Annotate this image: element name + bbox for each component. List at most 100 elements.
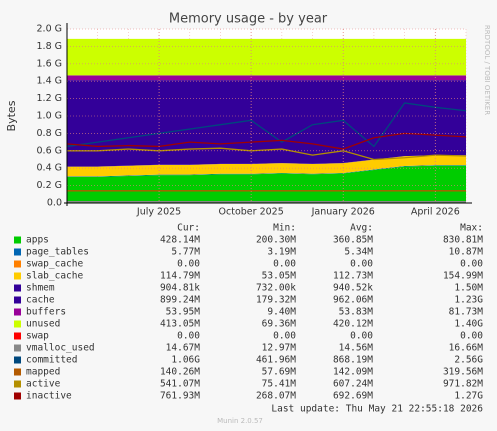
x-tick-label: January 2026 xyxy=(311,207,375,218)
y-tick-label: 0.4 G xyxy=(37,163,63,174)
legend-stat: 413.05M xyxy=(160,319,200,330)
legend-stat: 319.56M xyxy=(443,367,483,378)
legend-name: slab_cache xyxy=(26,271,83,282)
legend-name: page_tables xyxy=(26,247,89,258)
legend-swatch xyxy=(14,248,21,256)
legend-stat: 81.73M xyxy=(449,307,484,318)
legend-name: vmalloc_used xyxy=(26,343,95,354)
x-tick-label: April 2026 xyxy=(411,207,460,218)
x-tick-label: October 2025 xyxy=(219,207,284,218)
series-line xyxy=(67,147,467,161)
last-update: Last update: Thu May 21 22:55:18 2026 xyxy=(271,404,483,415)
footer: Munin 2.0.57 xyxy=(217,417,263,425)
legend-stat: 57.69M xyxy=(262,367,297,378)
legend-header: Avg: xyxy=(350,223,373,234)
legend-stat: 1.50M xyxy=(454,283,483,294)
legend-name: swap xyxy=(26,331,49,342)
legend-stat: 899.24M xyxy=(160,295,200,306)
legend-stat: 5.77M xyxy=(171,247,200,258)
legend-swatch xyxy=(14,284,21,292)
y-tick-label: 1.2 G xyxy=(37,93,63,104)
legend-stat: 53.95M xyxy=(166,307,201,318)
legend-swatch xyxy=(14,260,21,268)
legend-stat: 0.00 xyxy=(350,331,373,342)
legend-stat: 14.67M xyxy=(166,343,201,354)
legend-stat: 1.06G xyxy=(171,355,200,366)
legend-stat: 0.00 xyxy=(350,259,373,270)
legend-stat: 761.93M xyxy=(160,391,200,402)
legend-stat: 1.40G xyxy=(454,319,483,330)
legend-swatch xyxy=(14,332,21,340)
legend-stat: 140.26M xyxy=(160,367,200,378)
legend-swatch xyxy=(14,272,21,280)
legend-stat: 3.19M xyxy=(267,247,296,258)
legend-stat: 9.40M xyxy=(267,307,296,318)
legend-name: unused xyxy=(26,319,60,330)
legend-stat: 461.96M xyxy=(256,355,296,366)
stacked-area xyxy=(67,38,466,76)
legend-stat: 360.85M xyxy=(333,235,373,246)
legend-stat: 0.00 xyxy=(273,259,296,270)
legend-stat: 541.07M xyxy=(160,379,200,390)
legend-stat: 420.12M xyxy=(333,319,373,330)
y-axis-label: Bytes xyxy=(5,100,18,131)
legend-stat: 962.06M xyxy=(333,295,373,306)
chart-title: Memory usage - by year xyxy=(169,12,328,27)
legend-stat: 10.87M xyxy=(449,247,484,258)
x-tick-label: July 2025 xyxy=(136,207,181,218)
legend-stat: 16.66M xyxy=(449,343,484,354)
legend-header: Cur: xyxy=(177,223,200,234)
legend-header: Max: xyxy=(460,223,483,234)
legend-stat: 53.83M xyxy=(339,307,374,318)
legend-name: apps xyxy=(26,235,49,246)
legend-swatch xyxy=(14,296,21,304)
legend-swatch xyxy=(14,344,21,352)
y-tick-label: 0.8 G xyxy=(37,128,63,139)
legend-swatch xyxy=(14,320,21,328)
legend-stat: 868.19M xyxy=(333,355,373,366)
legend-header: Min: xyxy=(273,223,296,234)
watermark: RRDTOOL / TOBI OETIKER xyxy=(483,25,491,115)
stacked-area xyxy=(67,155,466,177)
legend-stat: 830.81M xyxy=(443,235,483,246)
legend-stat: 940.52k xyxy=(333,283,373,294)
stacked-area xyxy=(67,75,466,81)
legend-swatch xyxy=(14,308,21,316)
legend-stat: 904.81k xyxy=(160,283,200,294)
series-line xyxy=(66,132,467,150)
y-tick-label: 0.6 G xyxy=(37,145,63,156)
stacked-area xyxy=(67,165,466,203)
legend-stat: 154.99M xyxy=(443,271,483,282)
legend-name: buffers xyxy=(26,307,66,318)
legend-stat: 268.07M xyxy=(256,391,296,402)
legend-swatch xyxy=(14,380,21,388)
y-tick-label: 1.8 G xyxy=(37,41,63,52)
legend-stat: 607.24M xyxy=(333,379,373,390)
legend-swatch xyxy=(14,368,21,376)
legend-stat: 2.56G xyxy=(454,355,483,366)
stacked-area xyxy=(67,80,466,167)
legend-stat: 0.00 xyxy=(273,331,296,342)
series-line xyxy=(66,102,467,148)
legend-stat: 14.56M xyxy=(339,343,374,354)
legend-stat: 12.97M xyxy=(262,343,297,354)
legend-stat: 200.30M xyxy=(256,235,296,246)
legend-stat: 692.69M xyxy=(333,391,373,402)
legend-name: shmem xyxy=(26,283,55,294)
legend-stat: 5.34M xyxy=(344,247,373,258)
legend-stat: 53.05M xyxy=(262,271,297,282)
legend-name: committed xyxy=(26,355,77,366)
legend-stat: 179.32M xyxy=(256,295,296,306)
legend-name: inactive xyxy=(26,391,72,402)
legend-stat: 112.73M xyxy=(333,271,373,282)
y-tick-label: 1.6 G xyxy=(37,58,63,69)
legend-stat: 428.14M xyxy=(160,235,200,246)
y-tick-label: 2.0 G xyxy=(37,24,63,35)
legend-swatch xyxy=(14,356,21,364)
legend-stat: 75.41M xyxy=(262,379,297,390)
legend-stat: 114.79M xyxy=(160,271,200,282)
legend-stat: 1.23G xyxy=(454,295,483,306)
y-tick-label: 0.0 xyxy=(47,198,62,209)
y-tick-label: 1.0 G xyxy=(37,111,63,122)
